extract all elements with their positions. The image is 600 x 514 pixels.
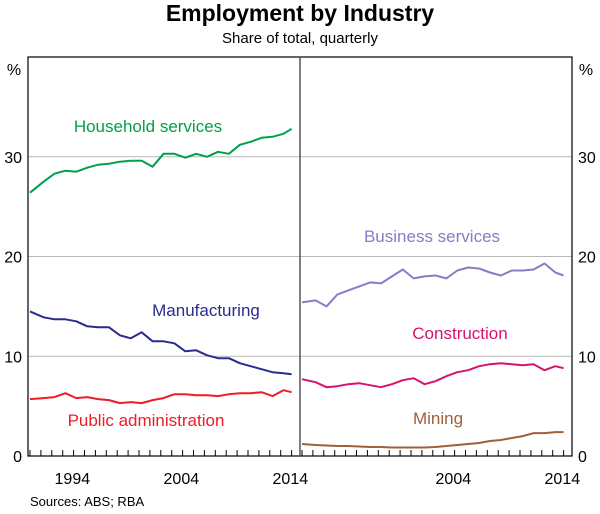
x-tick-label: 1994 [55, 471, 91, 488]
y-tick-label-left: 10 [4, 349, 22, 366]
y-tick-label-right: 10 [578, 349, 596, 366]
source-note: Sources: ABS; RBA [30, 494, 145, 509]
y-tick-label-right: 0 [578, 449, 587, 466]
series-line-household-services [29, 127, 293, 194]
chart-title: Employment by Industry [165, 0, 435, 26]
x-tick-label: 2004 [436, 471, 472, 488]
y-unit-left: % [7, 62, 21, 79]
x-tick-label: 2014 [273, 471, 309, 488]
y-tick-label-right: 20 [578, 250, 596, 267]
series-label-public-administration: Public administration [68, 411, 225, 430]
series-line-business-services [301, 262, 564, 308]
x-tick-label: 2004 [164, 471, 200, 488]
chart-subtitle: Share of total, quarterly [222, 30, 378, 47]
y-tick-label-left: 20 [4, 250, 22, 267]
series-label-business-services: Business services [364, 227, 500, 246]
series-label-mining: Mining [413, 409, 463, 428]
y-unit-right: % [579, 62, 593, 79]
y-tick-label-left: 0 [13, 449, 22, 466]
series-line-public-administration [29, 389, 292, 405]
series-line-mining [301, 431, 564, 449]
series-line-manufacturing [29, 310, 292, 376]
y-tick-label-right: 30 [578, 150, 596, 167]
series-label-construction: Construction [412, 324, 507, 343]
y-tick-label-left: 30 [4, 150, 22, 167]
x-tick-label: 2014 [545, 471, 581, 488]
series-line-construction [301, 362, 564, 389]
series-label-household-services: Household services [74, 117, 222, 136]
series-label-manufacturing: Manufacturing [152, 301, 260, 320]
